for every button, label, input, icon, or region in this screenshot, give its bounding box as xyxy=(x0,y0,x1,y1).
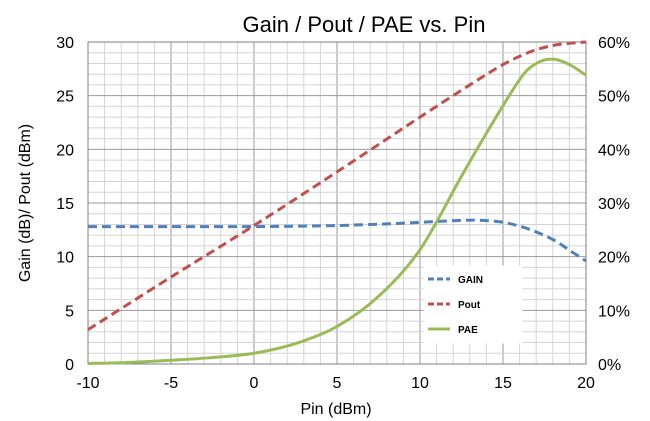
right-y-tick-label: 40% xyxy=(598,142,630,159)
left-y-tick-label: 15 xyxy=(56,196,74,213)
legend: GAIN Pout PAE xyxy=(423,265,523,344)
left-y-axis-ticks: 0 5 10 15 20 25 30 xyxy=(56,35,74,374)
y-axis-label: Gain (dB)/ Pout (dBm) xyxy=(17,124,34,282)
right-y-tick-label: 20% xyxy=(598,250,630,267)
left-y-tick-label: 30 xyxy=(56,35,74,52)
x-tick-label: 15 xyxy=(494,375,512,392)
series-line-pout xyxy=(87,40,587,331)
left-y-tick-label: 5 xyxy=(65,303,74,320)
left-y-tick-label: 10 xyxy=(56,250,74,267)
series-line-pae xyxy=(87,57,587,365)
plot-area xyxy=(87,41,587,365)
x-tick-label: 10 xyxy=(411,375,429,392)
right-y-tick-label: 10% xyxy=(598,303,630,320)
right-y-tick-label: 50% xyxy=(598,89,630,106)
chart-title: Gain / Pout / PAE vs. Pin xyxy=(243,12,486,37)
legend-label-pout: Pout xyxy=(458,300,481,311)
x-tick-label: -5 xyxy=(164,375,178,392)
x-tick-label: 5 xyxy=(333,375,342,392)
legend-label-pae: PAE xyxy=(458,325,478,336)
right-y-tick-label: 60% xyxy=(598,35,630,52)
series-line-gain xyxy=(88,218,587,263)
right-y-axis-ticks: 0% 10% 20% 30% 40% 50% 60% xyxy=(598,35,630,374)
x-tick-label: 0 xyxy=(250,375,259,392)
series-layer xyxy=(87,40,587,365)
legend-label-gain: GAIN xyxy=(458,275,483,286)
x-axis-label: Pin (dBm) xyxy=(300,401,371,418)
right-y-tick-label: 0% xyxy=(598,357,621,374)
x-axis-ticks: -10 -5 0 5 10 15 20 xyxy=(76,375,595,392)
x-tick-label: 20 xyxy=(577,375,595,392)
left-y-tick-label: 0 xyxy=(65,357,74,374)
left-y-tick-label: 20 xyxy=(56,142,74,159)
left-y-tick-label: 25 xyxy=(56,89,74,106)
right-y-tick-label: 30% xyxy=(598,196,630,213)
x-tick-label: -10 xyxy=(76,375,99,392)
